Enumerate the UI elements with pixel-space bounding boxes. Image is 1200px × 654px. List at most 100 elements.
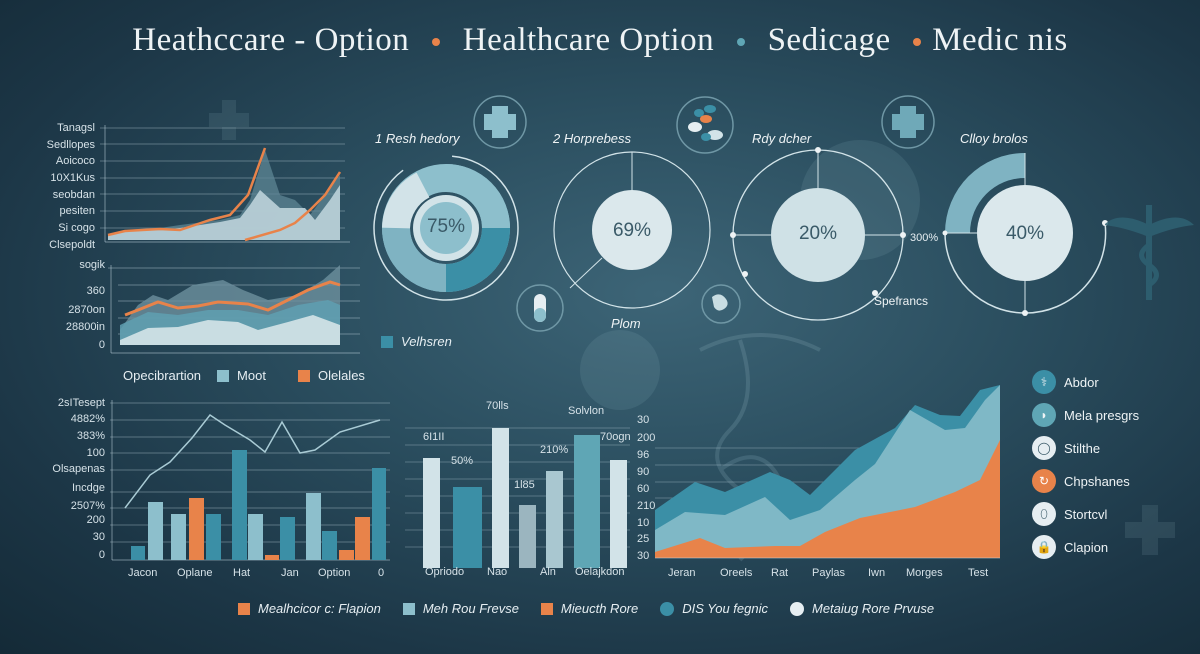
- area-chart-top-left: [100, 125, 350, 243]
- side-item-label: Stilthe: [1064, 440, 1101, 456]
- bar-chart-center: [405, 427, 630, 568]
- caduceus-icon: [1105, 205, 1194, 300]
- side-item-label: Stortcvl: [1064, 506, 1108, 522]
- y-tick: Olsapenas: [52, 463, 105, 475]
- x-tick: Paylas: [812, 567, 846, 579]
- page-title: Heathccare - Option Healthcare Option Se…: [0, 22, 1200, 59]
- y-tick: 200: [86, 514, 105, 526]
- y-tick: Clsepoldt: [49, 239, 95, 251]
- side-item-label: Mela presgrs: [1064, 407, 1140, 423]
- x-tick: Jan: [281, 567, 299, 579]
- title-part-4: Medic nis: [932, 22, 1068, 58]
- gauge-value: 69%: [612, 220, 652, 241]
- bar-data-label: 210%: [540, 444, 569, 456]
- y-tick: 10X1Kus: [50, 172, 95, 184]
- globe-icon: [701, 284, 741, 324]
- legend-item: Mealhcicor c: Flapion: [238, 601, 381, 616]
- title-dot-orange: [432, 38, 441, 47]
- bar-data-label: 50%: [451, 455, 474, 467]
- pills-icon: [676, 96, 734, 154]
- legend-swatch: [381, 335, 393, 348]
- y-tick: sogik: [79, 259, 105, 271]
- gauge-title: 2 Horprebess: [553, 131, 632, 146]
- title-dot-orange-2: [913, 38, 922, 47]
- legend-label: DIS You fegnic: [682, 601, 768, 616]
- y-tick: 200: [637, 432, 656, 444]
- side-item-chpshanes[interactable]: ↻ Chpshanes: [1032, 469, 1130, 493]
- x-tick: Rat: [771, 567, 789, 579]
- stethoscope-icon: ⚕: [1032, 370, 1056, 394]
- side-item-stortcvl[interactable]: ⬯ Stortcvl: [1032, 502, 1107, 526]
- y-tick: 2870on: [68, 304, 105, 316]
- legend-swatch-teal: [660, 601, 675, 616]
- gauge-subtitle: Spefrancs: [874, 294, 929, 308]
- x-tick: Jacon: [128, 567, 158, 579]
- legend-item: DIS You fegnic: [660, 601, 768, 616]
- arc-gauge-40: [942, 153, 1108, 316]
- circle-gauge-20: [730, 147, 906, 321]
- side-item-label: Abdor: [1064, 374, 1099, 390]
- x-tick: Oelajkdon: [575, 566, 625, 578]
- legend-label: Mieucth Rore: [560, 601, 639, 616]
- x-tick: Morges: [906, 567, 943, 579]
- refresh-icon: ↻: [1032, 469, 1056, 493]
- x-tick: Jeran: [668, 567, 696, 579]
- heart-icon: ◯: [1032, 436, 1056, 460]
- legend-swatch-white: [790, 601, 804, 616]
- legend-swatch-light: [217, 369, 230, 382]
- x-tick: 0: [378, 567, 385, 579]
- bottom-legend: Mealhcicor c: Flapion Meh Rou Frevse Mie…: [238, 601, 934, 616]
- y-tick: 10: [637, 517, 650, 529]
- bar-line-chart: [110, 400, 390, 561]
- x-tick: Nao: [487, 566, 508, 578]
- y-tick: 28800in: [65, 321, 105, 333]
- y-tick: 360: [86, 285, 105, 297]
- legend-swatch-orange: [238, 602, 250, 615]
- side-item-label: Chpshanes: [1064, 473, 1130, 489]
- legend-item: Mieucth Rore: [540, 601, 639, 616]
- y-tick: 100: [86, 447, 105, 459]
- title-part-1: Heathccare - Option: [132, 22, 410, 58]
- y-tick: 90: [637, 466, 650, 478]
- y-tick: Tanagsl: [57, 122, 95, 134]
- legend-swatch-orange: [297, 369, 310, 382]
- side-item-mela-presgrs[interactable]: ◗ Mela presgrs: [1032, 403, 1139, 427]
- y-tick: Si cogo: [58, 222, 95, 234]
- gauge-title: 1 Resh hedory: [375, 131, 460, 146]
- y-tick: 60: [637, 483, 650, 495]
- donut-gauge-75: [373, 155, 519, 301]
- gauge-value: 75%: [426, 216, 466, 237]
- x-tick: Oplane: [177, 567, 213, 579]
- y-tick: 2507%: [70, 500, 105, 512]
- y-tick: pesiten: [59, 205, 95, 217]
- side-item-stilthe[interactable]: ◯ Stilthe: [1032, 436, 1100, 460]
- side-item-label: Clapion: [1064, 539, 1109, 555]
- side-item-abdor[interactable]: ⚕ Abdor: [1032, 370, 1099, 394]
- legend-swatch-light: [402, 602, 415, 615]
- x-tick: Opriodo: [425, 566, 465, 578]
- legend-label: Mealhcicor c: Flapion: [258, 601, 381, 616]
- legend-label: Olelales: [317, 368, 365, 383]
- legend-item: Meh Rou Frevse: [402, 601, 519, 616]
- middle-chart-legend: Opecibrartion Moot Olelales: [123, 368, 365, 383]
- gauge-legend: Velhsren: [381, 334, 452, 349]
- y-tick: 30: [637, 414, 650, 426]
- side-item-clapion[interactable]: 🔒 Clapion: [1032, 535, 1108, 559]
- shield-icon: ⬯: [1032, 502, 1056, 526]
- y-tick: 4882%: [70, 413, 105, 425]
- medical-cross-icon: [473, 95, 527, 149]
- y-tick: 2sITesept: [57, 397, 105, 409]
- y-tick: 0: [98, 549, 105, 561]
- x-tick: Test: [968, 567, 989, 579]
- y-tick: 210: [637, 500, 656, 512]
- legend-item: Metaiug Rore Prvuse: [790, 601, 934, 616]
- gauge-value: 20%: [798, 223, 838, 244]
- lock-icon: 🔒: [1032, 535, 1056, 559]
- gauge-side-label: 300%: [910, 232, 939, 244]
- y-tick: 25: [637, 533, 650, 545]
- y-tick: Incdge: [71, 482, 105, 494]
- area-chart-bottom-right: [655, 385, 1000, 559]
- legend-label: Moot: [237, 368, 266, 383]
- x-tick: Option: [318, 567, 351, 579]
